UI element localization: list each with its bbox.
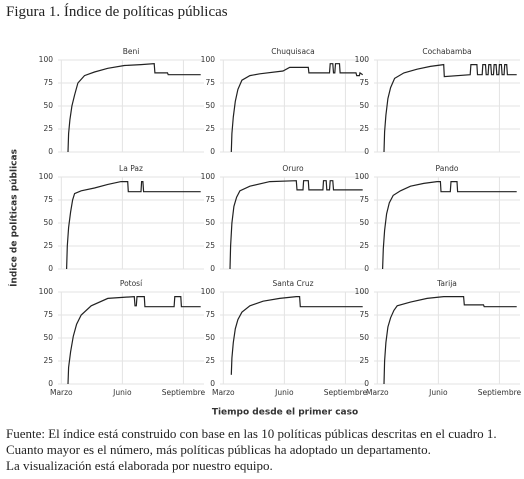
line <box>383 63 517 153</box>
panel-title: Pando <box>436 164 459 173</box>
line <box>383 296 517 385</box>
y-axis-label: Índice de políticas públicas <box>8 149 20 287</box>
y-tick-label: 100 <box>201 172 216 181</box>
panel-title: Tarija <box>436 279 457 288</box>
figure-title: Figura 1. Índice de políticas públicas <box>6 4 228 20</box>
x-tick-label: Septiembre <box>324 388 368 397</box>
panel-title: Chuquisaca <box>271 47 315 56</box>
y-tick-label: 25 <box>43 124 53 133</box>
y-tick-label: 25 <box>205 241 215 250</box>
y-tick-label: 50 <box>205 218 215 227</box>
y-tick-label: 50 <box>205 101 215 110</box>
y-tick-label: 100 <box>355 55 370 64</box>
x-tick-label: Septiembre <box>162 388 206 397</box>
line <box>382 181 517 270</box>
panel-title: La Paz <box>119 164 143 173</box>
y-tick-label: 50 <box>43 333 53 342</box>
panel-title: Beni <box>123 47 140 56</box>
y-tick-label: 50 <box>205 333 215 342</box>
y-tick-label: 75 <box>43 195 53 204</box>
line <box>67 63 201 153</box>
x-tick-label: Marzo <box>212 388 235 397</box>
y-tick-label: 25 <box>205 356 215 365</box>
y-tick-label: 75 <box>359 310 369 319</box>
y-tick-label: 50 <box>43 218 53 227</box>
y-tick-label: 0 <box>48 264 53 273</box>
panel-title: Potosí <box>120 279 143 288</box>
panel-title: Oruro <box>282 164 304 173</box>
x-axis-label: Tiempo desde el primer caso <box>212 408 358 418</box>
y-tick-label: 25 <box>359 356 369 365</box>
y-tick-label: 0 <box>210 147 215 156</box>
y-tick-label: 0 <box>210 379 215 388</box>
y-tick-label: 75 <box>43 310 53 319</box>
y-tick-label: 25 <box>359 241 369 250</box>
y-tick-label: 50 <box>43 101 53 110</box>
y-tick-label: 75 <box>359 78 369 87</box>
y-tick-label: 0 <box>48 379 53 388</box>
note-line: Fuente: El índice está construido con ba… <box>6 426 497 457</box>
y-tick-label: 100 <box>39 287 54 296</box>
note: Fuente: El índice está construido con ba… <box>6 426 518 474</box>
panel-title: Santa Cruz <box>272 279 313 288</box>
y-tick-label: 100 <box>355 287 370 296</box>
x-tick-label: Junio <box>274 388 294 397</box>
y-tick-label: 75 <box>205 310 215 319</box>
y-tick-label: 100 <box>39 55 54 64</box>
y-tick-label: 25 <box>205 124 215 133</box>
line <box>66 181 201 270</box>
y-tick-label: 75 <box>205 78 215 87</box>
line <box>67 295 201 385</box>
y-tick-label: 0 <box>364 147 369 156</box>
y-tick-label: 100 <box>355 172 370 181</box>
x-tick-label: Septiembre <box>478 388 522 397</box>
y-tick-label: 100 <box>201 287 216 296</box>
y-tick-label: 75 <box>43 78 53 87</box>
line <box>230 63 364 153</box>
y-tick-label: 25 <box>43 241 53 250</box>
note-line: La visualización está elaborada por nues… <box>6 458 273 473</box>
y-tick-label: 100 <box>39 172 54 181</box>
x-tick-label: Marzo <box>366 388 389 397</box>
panel-title: Cochabamba <box>422 47 471 56</box>
y-tick-label: 0 <box>210 264 215 273</box>
y-tick-label: 75 <box>205 195 215 204</box>
x-tick-label: Marzo <box>50 388 73 397</box>
y-tick-label: 0 <box>48 147 53 156</box>
y-tick-label: 100 <box>201 55 216 64</box>
y-tick-label: 25 <box>43 356 53 365</box>
line <box>230 296 363 375</box>
y-tick-label: 0 <box>364 379 369 388</box>
chart: Índice de políticas públicas Tiempo desd… <box>8 47 522 418</box>
y-tick-label: 0 <box>364 264 369 273</box>
y-tick-label: 50 <box>359 101 369 110</box>
y-tick-label: 50 <box>359 333 369 342</box>
x-tick-label: Junio <box>112 388 132 397</box>
y-tick-label: 25 <box>359 124 369 133</box>
y-tick-label: 50 <box>359 218 369 227</box>
line <box>229 180 363 270</box>
y-tick-label: 75 <box>359 195 369 204</box>
x-tick-label: Junio <box>428 388 448 397</box>
